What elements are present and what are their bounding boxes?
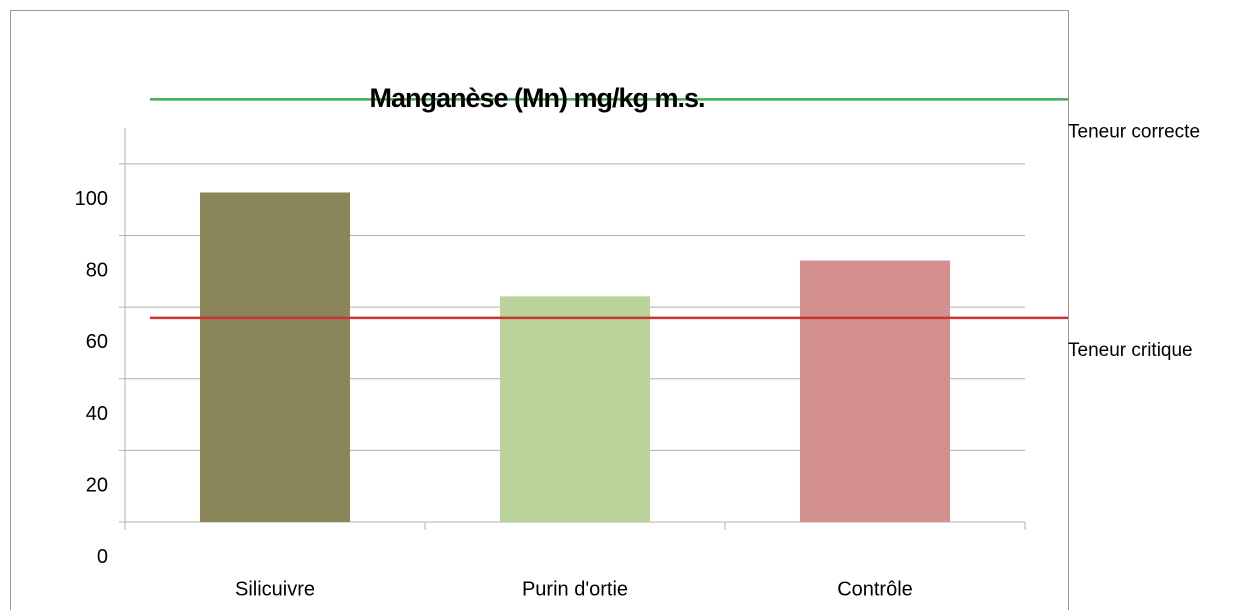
reference-label: Teneur critique xyxy=(1068,340,1193,361)
x-tick-label: Contrôle xyxy=(837,578,913,600)
y-tick-label: 40 xyxy=(86,403,108,425)
bar xyxy=(800,260,950,522)
y-tick-label: 20 xyxy=(86,474,108,496)
bar xyxy=(500,296,650,522)
y-tick-label: 60 xyxy=(86,331,108,353)
y-tick-label: 0 xyxy=(97,546,108,568)
chart-border xyxy=(10,10,1069,610)
reference-label: Teneur correcte xyxy=(1068,121,1200,142)
bar xyxy=(200,192,350,523)
y-tick-label: 100 xyxy=(75,188,108,210)
y-tick-label: 80 xyxy=(86,260,108,282)
x-tick-label: Purin d'ortie xyxy=(522,578,628,600)
x-tick-label: Silicuivre xyxy=(235,578,315,600)
chart-title: Manganèse (Mn) mg/kg m.s. xyxy=(369,83,704,113)
